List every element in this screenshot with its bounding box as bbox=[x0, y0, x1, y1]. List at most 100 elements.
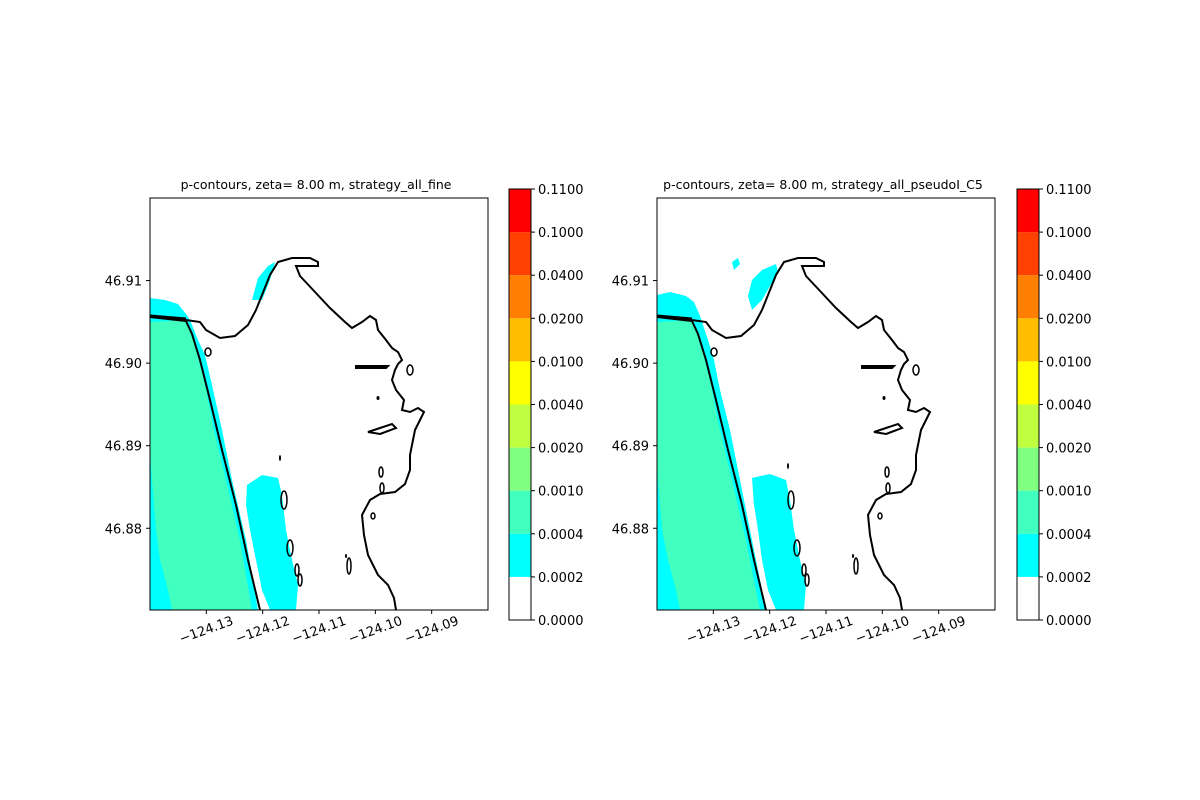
contour-fill-0002 bbox=[732, 258, 740, 270]
axis-ticks-b: −124.13−124.12−124.11−124.10−124.09 46.88… bbox=[612, 275, 968, 648]
panel-title: p-contours, zeta= 8.00 m, strategy_all_f… bbox=[181, 177, 452, 192]
colorbar-band bbox=[509, 404, 531, 448]
colorbar-label: 0.1100 bbox=[538, 183, 584, 198]
colorbar-band bbox=[509, 361, 531, 405]
x-tick-label: −124.10 bbox=[853, 614, 911, 647]
shoreline bbox=[657, 316, 767, 610]
x-tick-label: −124.12 bbox=[234, 614, 292, 647]
shoreline bbox=[150, 316, 261, 610]
colorbar-band bbox=[1017, 447, 1039, 491]
island bbox=[804, 573, 810, 587]
coast-outline bbox=[185, 257, 426, 610]
x-tick-label: −124.09 bbox=[910, 614, 968, 647]
island bbox=[345, 554, 347, 558]
colorbar-band bbox=[1017, 275, 1039, 319]
colorbar-label: 0.0002 bbox=[538, 571, 584, 586]
y-tick-label: 46.90 bbox=[105, 357, 142, 372]
island bbox=[793, 539, 801, 557]
island bbox=[710, 347, 718, 357]
contour-fill-0002 bbox=[246, 475, 298, 610]
colorbar-band bbox=[509, 447, 531, 491]
x-tick-label: −124.09 bbox=[403, 614, 461, 647]
x-tick-label: −124.11 bbox=[797, 614, 855, 647]
island bbox=[379, 482, 385, 494]
colorbar-band bbox=[1017, 533, 1039, 577]
panel-title: p-contours, zeta= 8.00 m, strategy_all_p… bbox=[663, 177, 983, 192]
colorbar-label: 0.0010 bbox=[538, 485, 584, 500]
island bbox=[376, 396, 380, 400]
island bbox=[294, 563, 300, 577]
colorbar-band bbox=[1017, 232, 1039, 276]
colorbar-label: 0.0400 bbox=[1046, 269, 1092, 284]
colorbar-label: 0.0004 bbox=[1046, 528, 1092, 543]
colorbar-band bbox=[1017, 404, 1039, 448]
island bbox=[853, 557, 859, 575]
x-tick-label: −124.13 bbox=[177, 614, 235, 647]
island bbox=[885, 482, 891, 494]
colorbar-band bbox=[509, 318, 531, 362]
colorbar-band bbox=[509, 490, 531, 534]
y-tick-label: 46.89 bbox=[612, 440, 649, 455]
colorbar-band bbox=[1017, 490, 1039, 534]
island bbox=[279, 455, 281, 461]
colorbar-label: 0.0040 bbox=[538, 399, 584, 414]
island bbox=[852, 554, 854, 558]
colorbar-band bbox=[1017, 361, 1039, 405]
jetty bbox=[150, 314, 187, 321]
island bbox=[406, 364, 414, 376]
plot-area bbox=[657, 198, 995, 610]
colorbar-band bbox=[1017, 576, 1039, 620]
contour-fill-0004 bbox=[657, 320, 760, 610]
colorbar-label: 0.0004 bbox=[538, 528, 584, 543]
y-tick-label: 46.88 bbox=[105, 522, 142, 537]
contour-fill-0004 bbox=[150, 320, 252, 610]
island bbox=[346, 557, 352, 575]
colorbar-band bbox=[509, 232, 531, 276]
colorbar-band bbox=[1017, 318, 1039, 362]
island bbox=[297, 573, 303, 587]
x-tick-label: −124.11 bbox=[290, 614, 348, 647]
coast-outline bbox=[691, 257, 932, 610]
panel-fine: p-contours, zeta= 8.00 m, strategy_all_f… bbox=[105, 177, 584, 647]
island bbox=[204, 347, 212, 357]
jetty bbox=[657, 314, 693, 321]
plot-area bbox=[150, 198, 488, 610]
colorbar-label: 0.0100 bbox=[1046, 355, 1092, 370]
contour-fill-0002 bbox=[748, 264, 778, 310]
colorbar-label: 0.1000 bbox=[538, 226, 584, 241]
colorbar-band bbox=[1017, 189, 1039, 233]
x-tick-label: −124.10 bbox=[346, 614, 404, 647]
island bbox=[912, 364, 920, 376]
colorbar-band bbox=[509, 533, 531, 577]
colorbar-label: 0.0040 bbox=[1046, 399, 1092, 414]
island bbox=[367, 422, 398, 436]
colorbar-label: 0.0010 bbox=[1046, 485, 1092, 500]
x-tick-label: −124.12 bbox=[741, 614, 799, 647]
island bbox=[861, 365, 897, 369]
y-tick-label: 46.91 bbox=[612, 275, 649, 290]
colorbar-label: 0.0200 bbox=[538, 312, 584, 327]
island bbox=[286, 539, 294, 557]
colorbar-label: 0.0002 bbox=[1046, 571, 1092, 586]
y-tick-label: 46.90 bbox=[612, 357, 649, 372]
island bbox=[787, 463, 789, 469]
island bbox=[370, 512, 376, 520]
contour-fill-0002 bbox=[752, 474, 806, 610]
island bbox=[378, 466, 384, 478]
colorbar-b: 0.0000 0.0002 0.0004 0.0010 0.0020 0.0040 0.01… bbox=[1016, 183, 1092, 629]
colorbar-label: 0.0000 bbox=[1046, 614, 1092, 629]
colorbar-band bbox=[509, 189, 531, 233]
colorbar-label: 0.0020 bbox=[538, 442, 584, 457]
island bbox=[873, 422, 904, 436]
colorbar-label: 0.0200 bbox=[1046, 312, 1092, 327]
island bbox=[801, 563, 807, 577]
panel-pseudo: p-contours, zeta= 8.00 m, strategy_all_p… bbox=[612, 177, 1092, 647]
x-tick-label: −124.13 bbox=[684, 614, 742, 647]
colorbar-label: 0.0100 bbox=[538, 355, 584, 370]
y-tick-label: 46.88 bbox=[612, 522, 649, 537]
island bbox=[787, 490, 795, 510]
colorbar-label: 0.0400 bbox=[538, 269, 584, 284]
island bbox=[877, 512, 883, 520]
colorbar-band bbox=[509, 275, 531, 319]
